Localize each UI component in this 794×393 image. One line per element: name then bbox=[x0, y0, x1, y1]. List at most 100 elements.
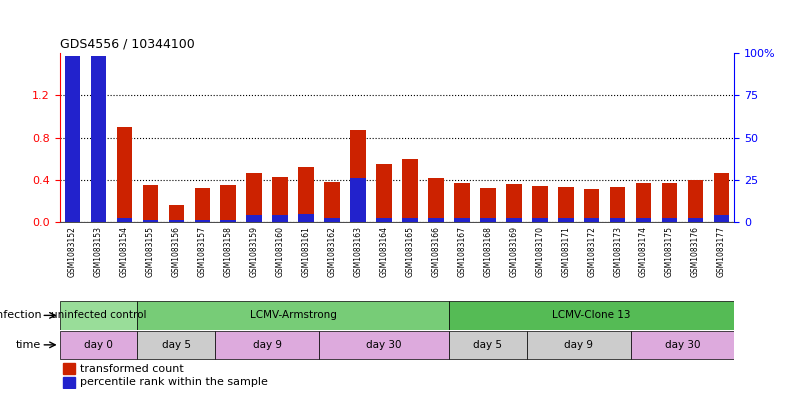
Text: day 30: day 30 bbox=[366, 340, 402, 350]
Bar bbox=[246, 173, 262, 222]
Bar bbox=[350, 130, 366, 222]
Bar bbox=[117, 127, 133, 222]
Bar bbox=[168, 220, 184, 222]
Bar bbox=[532, 218, 548, 222]
Bar bbox=[60, 301, 137, 329]
Text: GSM1083152: GSM1083152 bbox=[68, 226, 77, 277]
Bar bbox=[584, 218, 599, 222]
Bar bbox=[403, 159, 418, 222]
Text: GSM1083159: GSM1083159 bbox=[250, 226, 259, 277]
Bar bbox=[350, 178, 366, 222]
Bar bbox=[91, 57, 106, 222]
Bar bbox=[480, 218, 495, 222]
Bar bbox=[636, 183, 651, 222]
Bar bbox=[506, 184, 522, 222]
Text: GSM1083158: GSM1083158 bbox=[224, 226, 233, 277]
Bar bbox=[195, 220, 210, 222]
Bar bbox=[428, 178, 444, 222]
Bar bbox=[221, 185, 236, 222]
Bar bbox=[454, 183, 470, 222]
Text: GSM1083162: GSM1083162 bbox=[328, 226, 337, 277]
Bar bbox=[137, 301, 449, 329]
Text: day 30: day 30 bbox=[665, 340, 700, 350]
Bar bbox=[714, 173, 729, 222]
Text: GSM1083171: GSM1083171 bbox=[561, 226, 570, 277]
Bar bbox=[403, 218, 418, 222]
Bar bbox=[506, 218, 522, 222]
Text: day 9: day 9 bbox=[565, 340, 593, 350]
Text: GSM1083173: GSM1083173 bbox=[613, 226, 622, 277]
Bar bbox=[324, 182, 340, 222]
Text: GSM1083177: GSM1083177 bbox=[717, 226, 726, 277]
Text: LCMV-Armstrong: LCMV-Armstrong bbox=[250, 310, 337, 320]
Bar bbox=[91, 90, 106, 222]
Bar bbox=[428, 218, 444, 222]
Text: GSM1083157: GSM1083157 bbox=[198, 226, 206, 277]
Bar bbox=[558, 187, 573, 222]
Text: GSM1083163: GSM1083163 bbox=[353, 226, 363, 277]
Bar bbox=[137, 331, 215, 359]
Bar bbox=[454, 218, 470, 222]
Bar bbox=[376, 218, 391, 222]
Bar bbox=[636, 218, 651, 222]
Bar bbox=[526, 331, 630, 359]
Text: GSM1083154: GSM1083154 bbox=[120, 226, 129, 277]
Text: day 5: day 5 bbox=[162, 340, 191, 350]
Bar bbox=[688, 218, 703, 222]
Bar bbox=[65, 57, 80, 222]
Bar bbox=[63, 377, 75, 387]
Bar bbox=[117, 218, 133, 222]
Bar bbox=[630, 331, 734, 359]
Bar bbox=[60, 331, 137, 359]
Bar bbox=[299, 167, 314, 222]
Text: GSM1083169: GSM1083169 bbox=[509, 226, 518, 277]
Bar bbox=[532, 186, 548, 222]
Text: GSM1083153: GSM1083153 bbox=[94, 226, 103, 277]
Bar bbox=[168, 205, 184, 222]
Text: day 0: day 0 bbox=[84, 340, 113, 350]
Text: day 9: day 9 bbox=[252, 340, 282, 350]
Bar bbox=[661, 183, 677, 222]
Bar bbox=[584, 189, 599, 222]
Text: time: time bbox=[16, 340, 41, 350]
Text: GSM1083170: GSM1083170 bbox=[535, 226, 544, 277]
Bar bbox=[299, 213, 314, 222]
Bar bbox=[376, 164, 391, 222]
Text: GSM1083172: GSM1083172 bbox=[588, 226, 596, 277]
Text: GSM1083165: GSM1083165 bbox=[406, 226, 414, 277]
Bar bbox=[246, 215, 262, 222]
Bar bbox=[688, 180, 703, 222]
Bar bbox=[65, 85, 80, 222]
Text: GDS4556 / 10344100: GDS4556 / 10344100 bbox=[60, 37, 195, 50]
Text: day 5: day 5 bbox=[473, 340, 503, 350]
Text: GSM1083161: GSM1083161 bbox=[302, 226, 310, 277]
Text: GSM1083166: GSM1083166 bbox=[431, 226, 441, 277]
Text: uninfected control: uninfected control bbox=[51, 310, 146, 320]
Bar bbox=[143, 185, 158, 222]
Bar bbox=[480, 188, 495, 222]
Text: GSM1083176: GSM1083176 bbox=[691, 226, 700, 277]
Bar bbox=[449, 331, 526, 359]
Bar bbox=[63, 364, 75, 374]
Text: GSM1083175: GSM1083175 bbox=[665, 226, 674, 277]
Text: GSM1083160: GSM1083160 bbox=[276, 226, 285, 277]
Bar bbox=[221, 220, 236, 222]
Bar bbox=[610, 218, 626, 222]
Text: percentile rank within the sample: percentile rank within the sample bbox=[79, 377, 268, 387]
Bar bbox=[449, 301, 734, 329]
Bar bbox=[195, 188, 210, 222]
Bar bbox=[272, 215, 288, 222]
Text: infection: infection bbox=[0, 310, 41, 320]
Bar bbox=[272, 176, 288, 222]
Text: transformed count: transformed count bbox=[79, 364, 183, 374]
Text: GSM1083174: GSM1083174 bbox=[639, 226, 648, 277]
Bar bbox=[215, 331, 319, 359]
Text: GSM1083168: GSM1083168 bbox=[484, 226, 492, 277]
Text: GSM1083156: GSM1083156 bbox=[172, 226, 181, 277]
Bar bbox=[319, 331, 449, 359]
Bar bbox=[143, 220, 158, 222]
Text: GSM1083164: GSM1083164 bbox=[380, 226, 388, 277]
Bar bbox=[610, 187, 626, 222]
Text: GSM1083167: GSM1083167 bbox=[457, 226, 466, 277]
Bar bbox=[661, 218, 677, 222]
